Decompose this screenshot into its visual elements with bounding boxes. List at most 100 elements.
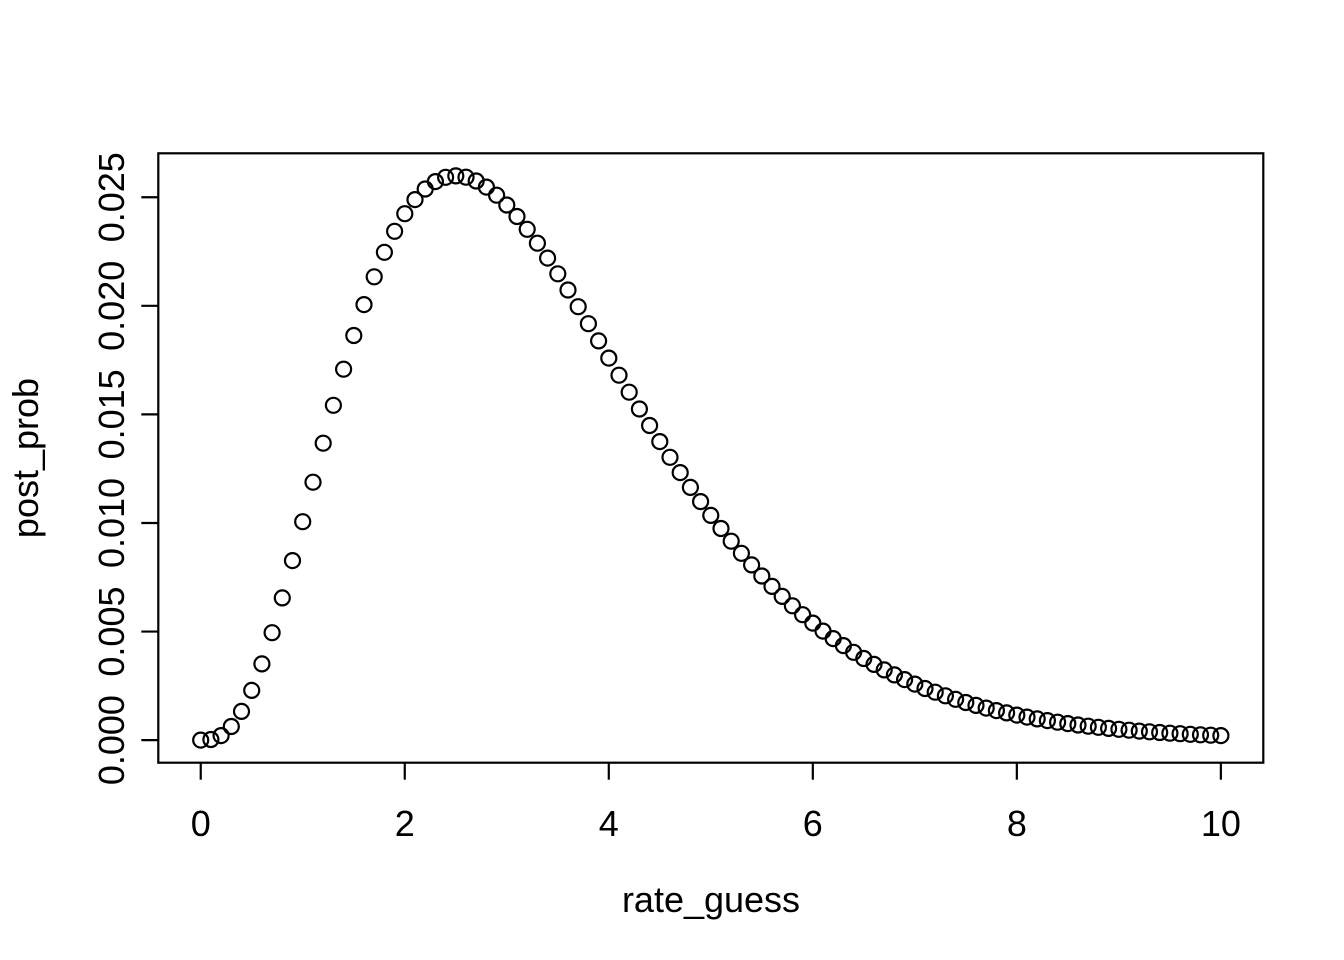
data-point	[1008, 706, 1026, 724]
x-axis-title: rate_guess	[622, 879, 800, 920]
data-point	[702, 506, 720, 525]
data-point	[773, 587, 791, 606]
data-point	[426, 173, 444, 191]
data-point	[1161, 724, 1179, 742]
data-point	[1151, 723, 1169, 742]
data-point	[997, 704, 1016, 722]
data-point	[732, 544, 751, 562]
x-tick-label: 6	[803, 803, 823, 844]
data-point	[1038, 711, 1057, 730]
data-point	[1079, 717, 1097, 735]
data-point	[691, 493, 710, 511]
y-tick-label: 0.000	[91, 695, 132, 785]
data-point	[793, 606, 812, 624]
data-point	[1212, 726, 1230, 745]
data-points	[192, 167, 1230, 749]
data-point	[1089, 718, 1108, 736]
data-point	[681, 478, 700, 496]
data-point	[630, 400, 649, 418]
data-point	[620, 383, 638, 401]
data-point	[232, 702, 251, 721]
data-point	[742, 556, 761, 574]
data-point	[253, 655, 271, 673]
x-tick-label: 2	[395, 803, 415, 844]
data-point	[243, 681, 261, 700]
data-point	[783, 597, 802, 615]
data-point	[396, 205, 414, 223]
data-point	[549, 265, 567, 283]
data-point	[1171, 725, 1189, 743]
plot-box	[157, 152, 1265, 764]
data-point	[610, 366, 628, 384]
data-point	[763, 577, 781, 596]
data-point	[355, 296, 373, 314]
data-point	[600, 349, 618, 367]
data-point	[906, 675, 924, 693]
data-point	[1110, 720, 1128, 738]
data-point	[977, 699, 995, 717]
data-point	[1191, 726, 1210, 744]
data-point	[926, 683, 944, 701]
data-point	[294, 513, 312, 531]
data-point	[304, 473, 322, 491]
data-point	[488, 186, 506, 204]
data-point	[212, 726, 230, 745]
data-point	[1048, 713, 1067, 731]
x-axis: 0 2 4 6 8 10	[191, 762, 1241, 844]
data-point	[1069, 716, 1087, 734]
data-point	[192, 731, 210, 749]
data-point	[508, 207, 526, 226]
data-point	[345, 326, 363, 345]
y-tick-label: 0.025	[91, 152, 132, 242]
y-tick-label: 0.005	[91, 587, 132, 677]
data-point	[1099, 719, 1118, 738]
data-point	[406, 191, 424, 209]
data-point	[375, 243, 393, 261]
data-point	[895, 670, 914, 689]
data-point	[1130, 722, 1148, 740]
data-point	[671, 464, 689, 482]
data-point	[273, 589, 291, 607]
x-tick-label: 0	[191, 803, 211, 844]
data-point	[640, 416, 659, 435]
data-point	[335, 360, 353, 378]
data-point	[457, 168, 475, 186]
y-tick-label: 0.010	[91, 478, 132, 568]
data-point	[885, 666, 904, 684]
y-axis: 0.000 0.005 0.010 0.015 0.020 0.025	[91, 152, 159, 785]
data-point	[722, 532, 740, 550]
data-point	[365, 268, 383, 286]
y-axis-title: post_prob	[5, 378, 46, 538]
data-point	[579, 315, 598, 333]
data-point	[314, 434, 332, 452]
data-point	[559, 281, 577, 299]
data-point	[538, 249, 557, 267]
data-point	[1181, 725, 1199, 743]
data-point	[1202, 726, 1220, 744]
data-point	[1018, 708, 1036, 726]
data-point	[263, 624, 281, 642]
data-point	[589, 332, 608, 350]
data-point	[1028, 710, 1046, 728]
x-tick-label: 8	[1007, 803, 1027, 844]
data-point	[386, 222, 404, 240]
x-tick-label: 4	[599, 803, 619, 844]
data-point	[518, 220, 536, 238]
data-point	[1140, 723, 1159, 741]
data-point	[202, 730, 220, 749]
data-point	[712, 519, 730, 538]
data-point	[222, 717, 240, 736]
data-point	[1120, 721, 1138, 739]
data-point	[437, 168, 455, 186]
data-point	[324, 396, 342, 414]
data-point	[528, 234, 547, 252]
data-point	[569, 298, 587, 316]
y-tick-label: 0.020	[91, 261, 132, 351]
data-point	[651, 433, 669, 451]
data-point	[661, 448, 679, 466]
x-tick-label: 10	[1201, 803, 1241, 844]
data-point	[283, 551, 302, 570]
